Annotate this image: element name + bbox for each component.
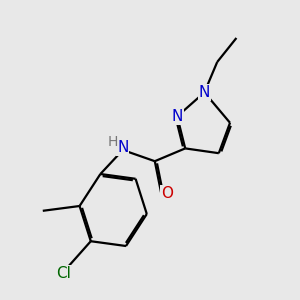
Text: N: N bbox=[117, 140, 128, 155]
Text: Cl: Cl bbox=[56, 266, 71, 281]
Text: O: O bbox=[161, 186, 173, 201]
Text: N: N bbox=[199, 85, 210, 100]
Text: H: H bbox=[107, 135, 118, 149]
Text: N: N bbox=[172, 109, 183, 124]
